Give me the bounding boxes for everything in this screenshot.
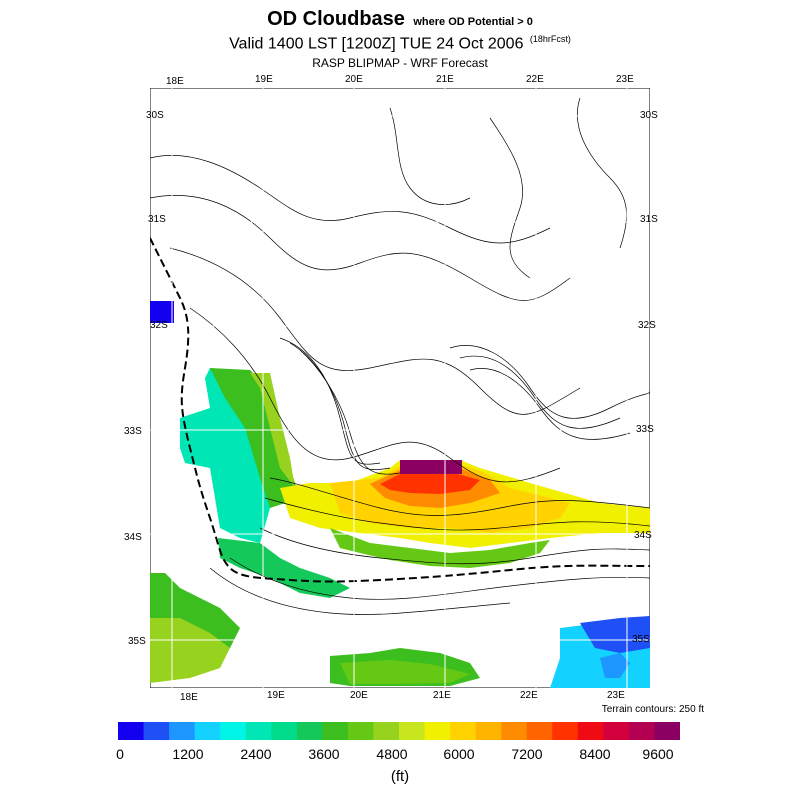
colorbar-swatch <box>628 722 655 740</box>
valid-time: Valid 1400 LST [1200Z] TUE 24 Oct 2006 (… <box>0 34 800 53</box>
colorbar-swatch <box>450 722 477 740</box>
lon-tick-top: 18E <box>166 76 184 87</box>
colorbar-swatch <box>194 722 221 740</box>
map-grid <box>150 88 650 688</box>
colorbar-label: 0 <box>116 746 124 762</box>
colorbar-swatch <box>271 722 298 740</box>
colorbar-label: 3600 <box>308 746 340 762</box>
chart-title: OD Cloudbase where OD Potential > 0 <box>0 8 800 31</box>
lon-tick-top: 23E <box>616 74 634 85</box>
colorbar-swatch <box>245 722 272 740</box>
forecast-tag: (18hrFcst) <box>529 34 571 44</box>
colorbar-label: 1200 <box>172 746 204 762</box>
lat-tick-left: 35S <box>128 636 146 647</box>
lat-tick-right: 30S <box>640 110 658 121</box>
cloudbase-map <box>150 88 650 688</box>
colorbar-swatch <box>475 722 502 740</box>
lat-tick-right: 31S <box>640 214 658 225</box>
colorbar-swatch <box>577 722 604 740</box>
lat-tick-right: 35S <box>632 634 650 645</box>
colorbar-label: 9600 <box>642 746 674 762</box>
lat-tick-left: 33S <box>124 426 142 437</box>
lon-tick-bottom: 19E <box>267 690 285 701</box>
colorbar-swatch <box>220 722 247 740</box>
colorbar-swatch <box>373 722 400 740</box>
colorbar-swatch <box>347 722 374 740</box>
terrain-contours <box>150 97 650 615</box>
lat-tick-left: 30S <box>146 110 164 121</box>
lat-tick-right: 34S <box>634 530 652 541</box>
terrain-contours-note: Terrain contours: 250 ft <box>601 704 704 715</box>
colorbar-swatch <box>169 722 196 740</box>
lat-tick-left: 32S <box>150 320 168 331</box>
model-name: RASP BLIPMAP - WRF Forecast <box>312 56 488 70</box>
colorbar-swatch <box>424 722 451 740</box>
colorbar-swatch <box>118 722 145 740</box>
lon-tick-bottom: 21E <box>433 690 451 701</box>
coastline <box>150 237 650 583</box>
colorbar-label: 2400 <box>240 746 272 762</box>
lon-tick-bottom: 20E <box>350 690 368 701</box>
colorbar-swatch <box>143 722 170 740</box>
lon-tick-top: 19E <box>255 74 273 85</box>
lat-tick-right: 32S <box>638 320 656 331</box>
colorbar-swatch <box>526 722 553 740</box>
colorbar-swatch <box>603 722 630 740</box>
colorbar-swatch <box>322 722 349 740</box>
colorbar-swatch <box>654 722 680 740</box>
lat-tick-left: 31S <box>148 214 166 225</box>
title-subtitle: where OD Potential > 0 <box>413 16 533 28</box>
colorbar-swatch <box>552 722 579 740</box>
lon-tick-bottom: 18E <box>180 692 198 703</box>
title-main: OD Cloudbase <box>267 8 405 30</box>
lat-tick-right: 33S <box>636 424 654 435</box>
lon-tick-top: 21E <box>436 74 454 85</box>
lon-tick-top: 22E <box>526 74 544 85</box>
colorbar-swatch <box>399 722 426 740</box>
colorbar-label: 4800 <box>376 746 408 762</box>
lon-tick-bottom: 23E <box>607 690 625 701</box>
colorbar-label: 7200 <box>511 746 543 762</box>
lon-tick-top: 20E <box>345 74 363 85</box>
colorbar-label: 8400 <box>579 746 611 762</box>
lon-tick-bottom: 22E <box>520 690 538 701</box>
colorbar-swatch <box>501 722 528 740</box>
colorbar <box>118 722 680 740</box>
colorbar-swatch <box>296 722 323 740</box>
valid-time-text: Valid 1400 LST [1200Z] TUE 24 Oct 2006 <box>229 35 524 53</box>
colorbar-label: 6000 <box>443 746 475 762</box>
colorbar-units: (ft) <box>390 768 410 785</box>
lat-tick-left: 34S <box>124 532 142 543</box>
